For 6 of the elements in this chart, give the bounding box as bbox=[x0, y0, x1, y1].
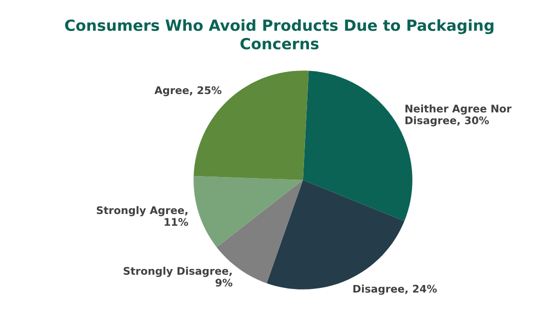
slice-label: Strongly Disagree, 9% bbox=[124, 266, 232, 287]
slice-label: Agree, 25% bbox=[154, 86, 222, 96]
chart-title: Consumers Who Avoid Products Due to Packaging Concerns bbox=[65, 19, 494, 50]
slice-label: Disagree, 24% bbox=[353, 284, 437, 295]
slice-label: Neither Agree Nor Disagree, 30% bbox=[405, 104, 512, 126]
slice-label: Strongly Agree, 11% bbox=[96, 206, 188, 226]
